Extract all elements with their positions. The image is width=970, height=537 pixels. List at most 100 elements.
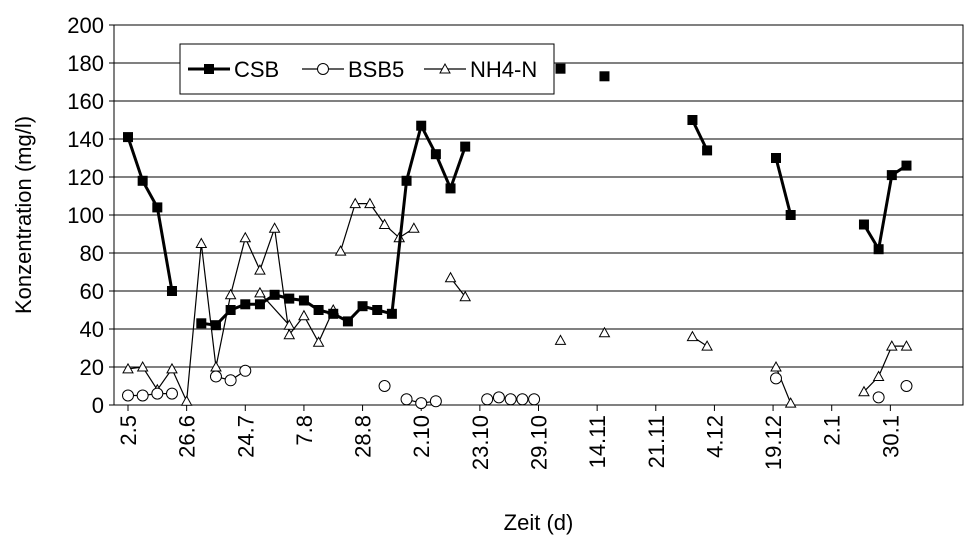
data-point [269, 289, 280, 300]
data-point [900, 380, 913, 392]
data-point [268, 222, 281, 233]
data-point [166, 362, 178, 374]
data-point [858, 219, 869, 230]
legend: CSB BSB5 NH4-N [179, 43, 555, 95]
data-point [224, 288, 237, 300]
series-line [775, 366, 792, 404]
data-point [770, 360, 782, 372]
x-tick-label: 21.11 [644, 415, 669, 468]
data-point [885, 340, 898, 351]
x-tick-label: 2.1 [820, 415, 845, 446]
series-line [691, 119, 709, 152]
data-point [136, 360, 149, 372]
data-point [122, 389, 134, 402]
y-tick-label: 40 [80, 317, 104, 342]
data-point [430, 149, 441, 160]
data-point [378, 218, 391, 229]
x-axis-ticks: 2.5 26.6 24.7 7.8 28.8 2.10 23.10 29.10 14.11 21.… [116, 405, 903, 470]
data-point [386, 308, 397, 319]
y-tick-label: 80 [80, 241, 104, 266]
data-point [687, 115, 698, 125]
x-tick-label: 24.7 [233, 415, 258, 458]
data-point [445, 183, 456, 194]
data-point [225, 305, 236, 315]
series-line [128, 393, 172, 397]
data-point [886, 170, 897, 181]
data-point [254, 286, 266, 298]
y-tick-label: 200 [67, 13, 104, 38]
data-point [400, 393, 413, 406]
x-tick-label: 14.11 [585, 415, 610, 468]
data-point [328, 308, 339, 319]
x-tick-label: 30.1 [878, 415, 903, 458]
data-point [254, 299, 265, 310]
x-tick-label: 19.12 [761, 415, 786, 470]
data-point [459, 290, 472, 302]
data-point [444, 271, 457, 283]
data-point [901, 160, 912, 171]
data-point [136, 389, 149, 402]
legend-box [179, 43, 555, 95]
data-point [166, 286, 177, 296]
x-tick-label: 28.8 [351, 415, 376, 458]
data-point [770, 372, 783, 385]
data-point [283, 319, 296, 330]
x-axis-label: Zeit (d) [504, 510, 574, 535]
data-point [196, 318, 207, 329]
data-point [900, 340, 913, 351]
x-tick-label: 26.6 [175, 415, 200, 458]
series-line [126, 136, 174, 292]
data-point [701, 340, 713, 351]
x-tick-label: 4.12 [702, 415, 727, 458]
data-point [771, 153, 782, 163]
data-point [858, 385, 870, 397]
data-point [598, 326, 611, 338]
data-point [334, 245, 347, 256]
data-point [224, 374, 237, 387]
y-axis-ticks: 0 20 40 60 80 100 120 140 160 180 200 [67, 13, 114, 418]
data-point [554, 334, 567, 345]
data-point [872, 391, 885, 404]
data-point [528, 393, 541, 406]
legend-label: BSB5 [348, 57, 404, 82]
data-point [504, 393, 517, 406]
data-point [416, 120, 427, 131]
series-line [201, 121, 467, 327]
data-point [357, 301, 368, 312]
data-point [460, 141, 471, 152]
data-point [555, 63, 566, 74]
legend-label: CSB [234, 57, 279, 82]
data-point [429, 395, 442, 408]
data-point [686, 330, 699, 342]
series-bsb5 [122, 364, 913, 410]
data-point [195, 237, 208, 248]
x-tick-label: 7.8 [292, 415, 317, 446]
data-point [152, 202, 163, 213]
x-tick-label: 2.10 [409, 415, 434, 458]
y-tick-label: 60 [80, 279, 104, 304]
data-point [239, 364, 252, 377]
data-point [481, 393, 494, 406]
data-point [298, 295, 309, 306]
data-point [408, 222, 420, 233]
data-point [401, 175, 412, 186]
y-tick-label: 140 [67, 127, 104, 152]
series-line [862, 164, 908, 254]
series-nh4-n [122, 197, 913, 408]
legend-marker [439, 62, 451, 74]
y-tick-label: 120 [67, 165, 104, 190]
series-line [259, 292, 290, 326]
data-point [298, 309, 310, 321]
data-point [254, 264, 266, 275]
data-point [784, 397, 797, 408]
y-tick-label: 180 [67, 51, 104, 76]
data-point [349, 197, 362, 209]
data-point [364, 197, 376, 209]
data-point [873, 244, 884, 255]
data-point [599, 71, 610, 82]
data-point [240, 299, 251, 310]
data-point [151, 387, 164, 400]
series-line [863, 345, 907, 393]
series-csb [123, 63, 912, 331]
